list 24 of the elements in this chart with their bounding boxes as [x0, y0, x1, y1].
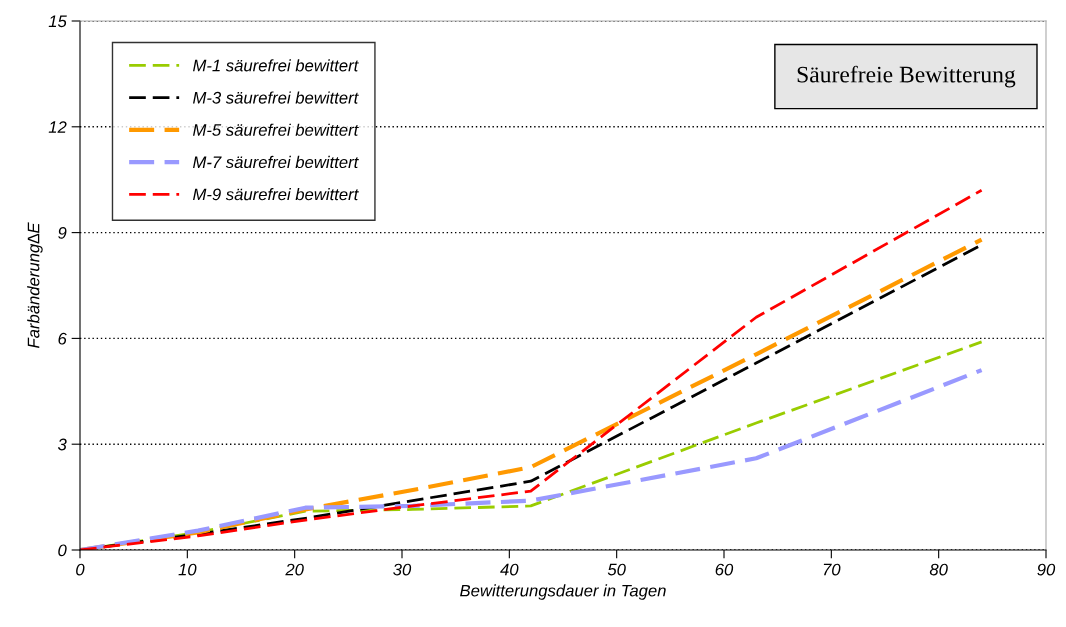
text: Säurefreie Bewitterung — [797, 65, 1016, 88]
x-tick-label: 10 — [178, 563, 197, 576]
y-tick-label: 12 — [48, 121, 67, 133]
y-tick-label: 3 — [57, 438, 67, 451]
x-tick-label: 50 — [607, 563, 626, 576]
x-tick-label: 60 — [715, 563, 734, 576]
x-tick-label: 80 — [929, 563, 948, 576]
x-axis-title: Bewitterungsdauer in Tagen — [460, 584, 666, 600]
legend-label: M-5 säurefrei bewittert — [193, 123, 359, 136]
x-tick-label: 90 — [1037, 563, 1056, 576]
x-tick-label: 0 — [76, 563, 85, 576]
y-tick-label: 0 — [58, 544, 67, 557]
y-tick-label: 6 — [58, 332, 67, 345]
legend-label: M-1 säurefrei bewittert — [193, 59, 359, 72]
x-tick-label: 40 — [500, 563, 519, 576]
y-tick-label: 15 — [48, 15, 67, 28]
x-tick-label: 30 — [393, 563, 412, 576]
legend-label: M-9 säurefrei bewittert — [193, 188, 359, 201]
x-tick-label: 70 — [823, 563, 841, 576]
legend-label: M-3 säurefrei bewittert — [193, 91, 359, 104]
x-tick-label: 20 — [285, 563, 304, 576]
y-axis-title: Farbänderung∆E — [27, 222, 43, 348]
y-tick-label: 9 — [58, 227, 67, 239]
legend-label: M-7 säurefrei bewittert — [193, 155, 359, 169]
